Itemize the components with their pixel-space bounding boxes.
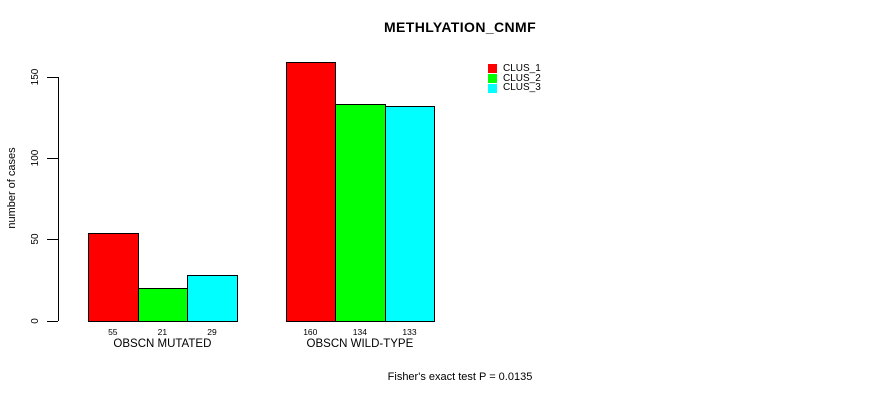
bar-clus-3-obscn-wild-type	[384, 105, 436, 322]
bar-value-label: 21	[157, 327, 168, 337]
y-axis-tick-label: 50	[29, 233, 41, 245]
bar-value-label: 160	[303, 327, 318, 337]
y-axis-tick	[46, 76, 58, 78]
legend-label: CLUS_2	[503, 72, 541, 84]
chart-title: METHLYATION_CNMF	[383, 19, 537, 35]
legend-swatch-clus-2	[488, 74, 497, 84]
bar-clus-1-obscn-wild-type	[285, 61, 337, 322]
legend-item-clus-3: CLUS_3	[488, 83, 541, 93]
legend-item-clus-1: CLUS_1	[488, 62, 541, 74]
bar-clus-3-obscn-mutated	[187, 274, 238, 322]
bar-value-label: 133	[402, 327, 417, 337]
y-axis-title: number of cases	[6, 147, 18, 229]
legend-item-clus-2: CLUS_2	[488, 72, 541, 84]
legend-label: CLUS_1	[503, 62, 541, 74]
y-axis-tick-label: 150	[29, 68, 41, 85]
x-category-label: OBSCN WILD-TYPE	[306, 338, 414, 350]
y-axis-tick-label: 0	[29, 317, 41, 324]
bar-clus-2-obscn-wild-type	[335, 104, 386, 322]
x-category-label: OBSCN MUTATED	[113, 338, 212, 350]
legend-swatch-clus-3	[488, 83, 497, 93]
bar-value-label: 134	[352, 327, 367, 337]
legend-swatch-clus-1	[488, 64, 497, 74]
bar-value-label: 55	[108, 327, 118, 337]
bar-clus-1-obscn-mutated	[88, 232, 139, 322]
y-axis-tick	[46, 239, 58, 241]
bar-value-label: 29	[207, 327, 217, 337]
y-axis-tick-label: 100	[29, 149, 41, 167]
legend-label: CLUS_3	[503, 82, 541, 94]
legend: CLUS_1 CLUS_2 CLUS_3	[488, 62, 541, 93]
fisher-test-annotation: Fisher's exact test P = 0.0135	[387, 371, 533, 383]
y-axis-tick	[46, 320, 58, 322]
bar-clus-2-obscn-mutated	[137, 287, 189, 322]
y-axis-tick	[46, 157, 58, 159]
y-axis-line	[58, 76, 59, 321]
